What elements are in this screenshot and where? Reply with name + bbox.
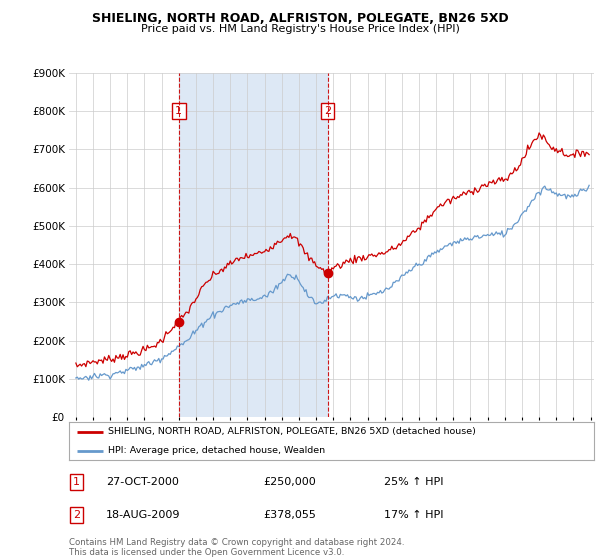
Text: 27-OCT-2000: 27-OCT-2000 xyxy=(106,477,179,487)
Text: 2: 2 xyxy=(73,510,80,520)
Text: Price paid vs. HM Land Registry's House Price Index (HPI): Price paid vs. HM Land Registry's House … xyxy=(140,24,460,34)
Bar xyxy=(179,73,328,417)
Text: 1: 1 xyxy=(73,477,80,487)
Text: £378,055: £378,055 xyxy=(263,510,316,520)
Text: Contains HM Land Registry data © Crown copyright and database right 2024.
This d: Contains HM Land Registry data © Crown c… xyxy=(69,538,404,557)
Text: SHIELING, NORTH ROAD, ALFRISTON, POLEGATE, BN26 5XD: SHIELING, NORTH ROAD, ALFRISTON, POLEGAT… xyxy=(92,12,508,25)
Text: £250,000: £250,000 xyxy=(263,477,316,487)
Text: 25% ↑ HPI: 25% ↑ HPI xyxy=(384,477,443,487)
Text: 1: 1 xyxy=(175,106,182,116)
Text: 17% ↑ HPI: 17% ↑ HPI xyxy=(384,510,443,520)
Text: HPI: Average price, detached house, Wealden: HPI: Average price, detached house, Weal… xyxy=(109,446,325,455)
Text: SHIELING, NORTH ROAD, ALFRISTON, POLEGATE, BN26 5XD (detached house): SHIELING, NORTH ROAD, ALFRISTON, POLEGAT… xyxy=(109,427,476,436)
Text: 2: 2 xyxy=(324,106,331,116)
Text: 18-AUG-2009: 18-AUG-2009 xyxy=(106,510,180,520)
